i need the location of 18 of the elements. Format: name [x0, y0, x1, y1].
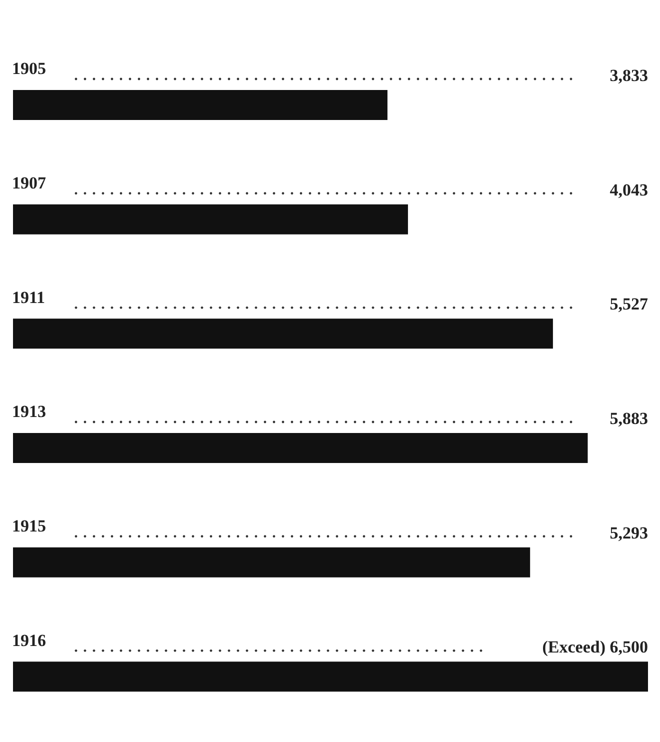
data-label: 3,833 — [610, 66, 648, 85]
bar — [13, 90, 388, 120]
bar — [13, 204, 408, 234]
y-tick-label: 1913 — [12, 402, 46, 422]
y-tick-label: 1905 — [12, 59, 46, 78]
y-tick-label: 1911 — [12, 288, 46, 307]
bar — [13, 547, 530, 578]
y-tick-label: 1916 — [12, 630, 46, 650]
bar — [13, 662, 648, 692]
data-label: 4,043 — [610, 180, 648, 200]
y-tick-label: 1915 — [12, 516, 46, 536]
data-label: 5,527 — [610, 294, 648, 314]
y-tick-label: 1907 — [12, 174, 46, 192]
data-label: 5,293 — [610, 523, 648, 542]
data-label: (Exceed) 6,500 — [542, 638, 648, 657]
data-label: 5,883 — [610, 409, 648, 428]
bar — [13, 433, 588, 463]
bar — [13, 318, 553, 349]
